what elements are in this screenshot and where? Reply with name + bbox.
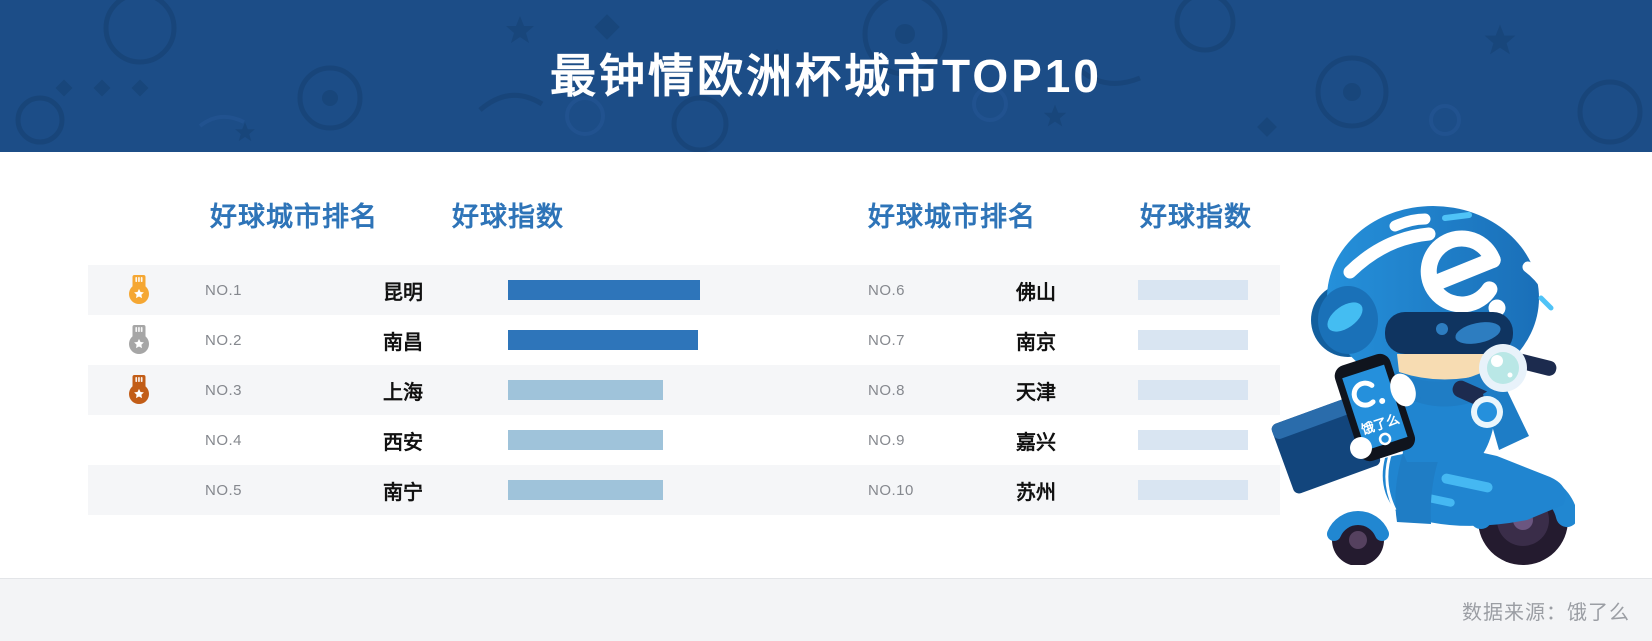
city-name: 南宁 [383, 481, 423, 504]
rank-label: NO.9 [868, 431, 906, 449]
index-bar-track [1138, 480, 1280, 500]
index-bar-track [1138, 280, 1280, 300]
index-bar-track [508, 430, 760, 450]
page-title: 最钟情欧洲杯城市TOP10 [550, 50, 1102, 102]
headlamp [1479, 344, 1527, 392]
face [1397, 354, 1487, 380]
medal-slot [88, 325, 205, 355]
right-index-column-header: 好球指数 [1140, 202, 1252, 232]
medal-slot [88, 275, 205, 305]
rank-label: NO.4 [205, 431, 243, 449]
ranking-rows: NO.1 昆明 NO.6 佛山 NO.2 南昌 NO.7 南京 NO.3 上海 NO.8 天津 NO… [88, 265, 1280, 515]
soccer-doodle-pattern [15, 0, 1643, 152]
rank-label: NO.2 [205, 331, 243, 349]
index-bar [508, 430, 663, 450]
index-bar-track [508, 380, 760, 400]
index-bar [508, 280, 700, 300]
footer-bar: 数据来源：饿了么 [0, 578, 1652, 641]
rank-label: NO.7 [868, 331, 906, 349]
rank-label: NO.5 [205, 481, 243, 499]
rank-label: NO.1 [205, 281, 243, 299]
city-name: 天津 [1016, 381, 1056, 404]
thumb [1390, 373, 1416, 407]
rank-label: NO.3 [205, 381, 243, 399]
index-bar [1138, 330, 1248, 350]
city-name: 昆明 [383, 281, 423, 304]
index-bar-track [508, 280, 760, 300]
table-row: NO.4 西安 NO.9 嘉兴 [88, 415, 1280, 465]
ranking-table: 好球城市排名 好球指数 好球城市排名 好球指数 NO.1 昆明 NO.6 佛山 NO.… [0, 152, 1652, 578]
medal-gold-icon [129, 275, 149, 304]
mascot-eleme-rider: 饿了么 [1271, 206, 1575, 565]
table-row: NO.3 上海 NO.8 天津 [88, 365, 1280, 415]
left-rank-column-header: 好球城市排名 [210, 202, 378, 232]
city-name: 上海 [383, 381, 423, 404]
index-bar-track [508, 330, 760, 350]
header-banner: 最钟情欧洲杯城市TOP10 [0, 0, 1652, 152]
right-rank-column-header: 好球城市排名 [868, 202, 1036, 232]
index-bar [1138, 480, 1248, 500]
city-name: 佛山 [1016, 281, 1056, 304]
index-bar-track [1138, 430, 1280, 450]
data-source-label: 数据来源：饿了么 [1462, 601, 1630, 624]
index-bar [508, 330, 698, 350]
table-row: NO.5 南宁 NO.10 苏州 [88, 465, 1280, 515]
index-bar [1138, 280, 1248, 300]
city-name: 南京 [1016, 331, 1056, 354]
table-row: NO.2 南昌 NO.7 南京 [88, 315, 1280, 365]
index-bar [1138, 380, 1248, 400]
index-bar-track [1138, 330, 1280, 350]
medal-bronze-icon [129, 375, 149, 404]
city-name: 西安 [383, 431, 423, 454]
index-bar-track [1138, 380, 1280, 400]
city-name: 南昌 [383, 331, 423, 354]
rank-label: NO.10 [868, 481, 914, 499]
medal-slot [88, 375, 205, 405]
index-bar-track [508, 480, 760, 500]
rank-label: NO.6 [868, 281, 906, 299]
table-row: NO.1 昆明 NO.6 佛山 [88, 265, 1280, 315]
index-bar [508, 480, 663, 500]
city-name: 嘉兴 [1016, 431, 1056, 454]
index-bar [508, 380, 663, 400]
rank-label: NO.8 [868, 381, 906, 399]
medal-silver-icon [129, 325, 149, 354]
index-bar [1138, 430, 1248, 450]
left-index-column-header: 好球指数 [452, 202, 564, 232]
city-name: 苏州 [1016, 481, 1056, 504]
